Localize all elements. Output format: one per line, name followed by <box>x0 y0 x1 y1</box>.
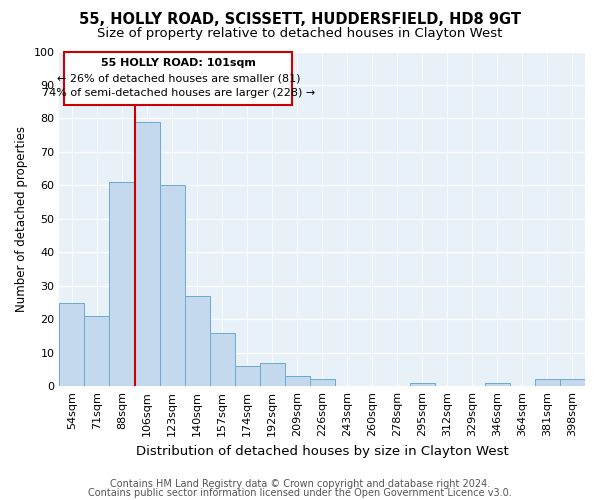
Bar <box>85 316 109 386</box>
Text: Size of property relative to detached houses in Clayton West: Size of property relative to detached ho… <box>97 28 503 40</box>
X-axis label: Distribution of detached houses by size in Clayton West: Distribution of detached houses by size … <box>136 444 509 458</box>
Text: Contains HM Land Registry data © Crown copyright and database right 2024.: Contains HM Land Registry data © Crown c… <box>110 479 490 489</box>
Bar <box>59 302 85 386</box>
Bar <box>260 363 284 386</box>
Bar <box>185 296 209 386</box>
Bar <box>284 376 310 386</box>
FancyBboxPatch shape <box>64 52 292 105</box>
Bar <box>235 366 260 386</box>
Bar <box>310 380 335 386</box>
Text: 55 HOLLY ROAD: 101sqm: 55 HOLLY ROAD: 101sqm <box>101 58 256 68</box>
Bar <box>410 383 435 386</box>
Bar <box>485 383 510 386</box>
Text: Contains public sector information licensed under the Open Government Licence v3: Contains public sector information licen… <box>88 488 512 498</box>
Text: ← 26% of detached houses are smaller (81): ← 26% of detached houses are smaller (81… <box>56 74 300 84</box>
Text: 55, HOLLY ROAD, SCISSETT, HUDDERSFIELD, HD8 9GT: 55, HOLLY ROAD, SCISSETT, HUDDERSFIELD, … <box>79 12 521 28</box>
Bar <box>209 332 235 386</box>
Bar <box>134 122 160 386</box>
Y-axis label: Number of detached properties: Number of detached properties <box>15 126 28 312</box>
Text: 74% of semi-detached houses are larger (228) →: 74% of semi-detached houses are larger (… <box>41 88 315 99</box>
Bar <box>535 380 560 386</box>
Bar <box>560 380 585 386</box>
Bar <box>160 186 185 386</box>
Bar <box>109 182 134 386</box>
